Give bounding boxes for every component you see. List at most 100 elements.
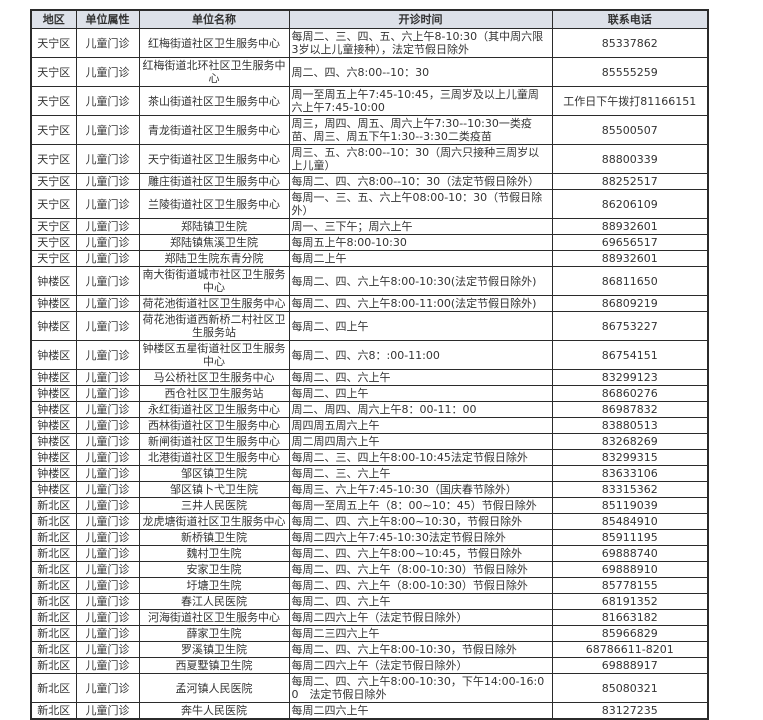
cell-district: 钟楼区 (30, 295, 77, 312)
cell-district: 钟楼区 (30, 311, 77, 341)
cell-unit-name: 郑陆镇焦溪卫生院 (138, 234, 290, 251)
cell-phone: 工作日下午拨打81166151 (551, 86, 709, 116)
cell-hours: 每周二、四、六上午8:00-10:30，节假日除外 (288, 641, 553, 658)
cell-hours: 周三，周四、周五、周六上午7:30--10:30一类疫苗、周三、周五下午1:30… (288, 115, 553, 145)
cell-phone: 88800339 (551, 144, 709, 174)
cell-phone: 68191352 (551, 593, 709, 610)
cell-category: 儿童门诊 (75, 234, 140, 251)
cell-district: 新北区 (30, 497, 77, 514)
cell-phone: 69888910 (551, 561, 709, 578)
cell-district: 钟楼区 (30, 401, 77, 418)
cell-category: 儿童门诊 (75, 465, 140, 482)
cell-unit-name: 邹区镇卜弋卫生院 (138, 481, 290, 498)
cell-unit-name: 新桥镇卫生院 (138, 529, 290, 546)
cell-district: 钟楼区 (30, 266, 77, 296)
clinic-schedule-table-wrap: 地区 单位属性 单位名称 开诊时间 联系电话 天宁区 儿童门诊 红梅街道社区卫生服务… (30, 9, 709, 720)
cell-hours: 每周二四六上午（法定节假日除外） (288, 657, 553, 674)
cell-category: 儿童门诊 (75, 250, 140, 267)
cell-phone: 88932601 (551, 250, 709, 267)
cell-category: 儿童门诊 (75, 295, 140, 312)
table-row: 钟楼区 儿童门诊 北港街道社区卫生服务中心 每周二、三、四上午8:00-10:45法定… (30, 449, 709, 466)
cell-phone: 69888917 (551, 657, 709, 674)
cell-category: 儿童门诊 (75, 529, 140, 546)
cell-phone: 85911195 (551, 529, 709, 546)
cell-unit-name: 三井人民医院 (138, 497, 290, 514)
cell-category: 儿童门诊 (75, 433, 140, 450)
cell-phone: 69656517 (551, 234, 709, 251)
cell-unit-name: 南大街街道城市社区卫生服务中心 (138, 266, 290, 296)
table-row: 钟楼区 儿童门诊 新闸街道社区卫生服务中心 周二周四周六上午 83268269 (30, 433, 709, 450)
header-district: 地区 (30, 9, 77, 29)
cell-district: 钟楼区 (30, 481, 77, 498)
cell-hours: 周一至周五上午7:45-10:45，三周岁及以上儿童周六上午7:45-10:00 (288, 86, 553, 116)
cell-hours: 每周二、四、六上午 (288, 593, 553, 610)
cell-category: 儿童门诊 (75, 340, 140, 370)
cell-phone: 81663182 (551, 609, 709, 626)
cell-hours: 周四周五周六上午 (288, 417, 553, 434)
cell-district: 天宁区 (30, 234, 77, 251)
cell-hours: 周二、周四、周六上午8：00-11：00 (288, 401, 553, 418)
cell-unit-name: 兰陵街道社区卫生服务中心 (138, 189, 290, 219)
cell-phone: 85778155 (551, 577, 709, 594)
table-row: 天宁区 儿童门诊 雕庄街道社区卫生服务中心 每周二、四、六8:00--10：30（法定… (30, 173, 709, 190)
cell-category: 儿童门诊 (75, 144, 140, 174)
table-row: 新北区 儿童门诊 圩塘卫生院 每周二、四、六上午（8:00-10:30）节假日除外 85… (30, 577, 709, 594)
cell-unit-name: 龙虎塘街道社区卫生服务中心 (138, 513, 290, 530)
cell-hours: 每周二、四、六上午8:00-10:30，下午14:00-16:00 法定节假日除… (288, 673, 553, 703)
table-row: 天宁区 儿童门诊 郑陆卫生院东青分院 每周二上午 88932601 (30, 250, 709, 267)
cell-phone: 86811650 (551, 266, 709, 296)
cell-district: 新北区 (30, 702, 77, 720)
cell-unit-name: 西仓社区卫生服务站 (138, 385, 290, 402)
cell-category: 儿童门诊 (75, 385, 140, 402)
cell-unit-name: 罗溪镇卫生院 (138, 641, 290, 658)
cell-phone: 85500507 (551, 115, 709, 145)
cell-unit-name: 马公桥社区卫生服务中心 (138, 369, 290, 386)
cell-hours: 每周二、四、六上午8:00-11:00(法定节假日除外) (288, 295, 553, 312)
cell-district: 钟楼区 (30, 449, 77, 466)
cell-district: 钟楼区 (30, 369, 77, 386)
cell-category: 儿童门诊 (75, 609, 140, 626)
table-row: 钟楼区 儿童门诊 西林街道社区卫生服务中心 周四周五周六上午 83880513 (30, 417, 709, 434)
cell-hours: 每周二、四、六上午 (288, 369, 553, 386)
cell-unit-name: 天宁街道社区卫生服务中心 (138, 144, 290, 174)
cell-phone: 85555259 (551, 57, 709, 87)
cell-district: 新北区 (30, 577, 77, 594)
cell-hours: 每周三、六上午7:45-10:30（国庆春节除外） (288, 481, 553, 498)
cell-district: 天宁区 (30, 86, 77, 116)
cell-hours: 每周二四六上午 (288, 702, 553, 720)
table-row: 钟楼区 儿童门诊 邹区镇卜弋卫生院 每周三、六上午7:45-10:30（国庆春节除外）… (30, 481, 709, 498)
cell-category: 儿童门诊 (75, 173, 140, 190)
table-row: 天宁区 儿童门诊 郑陆镇卫生院 周一、三下午；周六上午 88932601 (30, 218, 709, 235)
cell-unit-name: 郑陆卫生院东青分院 (138, 250, 290, 267)
cell-unit-name: 永红街道社区卫生服务中心 (138, 401, 290, 418)
cell-district: 新北区 (30, 545, 77, 562)
table-row: 钟楼区 儿童门诊 南大街街道城市社区卫生服务中心 每周二、四、六上午8:00-10:3… (30, 266, 709, 296)
cell-category: 儿童门诊 (75, 218, 140, 235)
table-row: 钟楼区 儿童门诊 邹区镇卫生院 每周二、三、六上午 83633106 (30, 465, 709, 482)
cell-category: 儿童门诊 (75, 401, 140, 418)
table-row: 钟楼区 儿童门诊 荷花池街道社区卫生服务中心 每周二、四、六上午8:00-11:00(… (30, 295, 709, 312)
cell-unit-name: 红梅街道社区卫生服务中心 (138, 28, 290, 58)
cell-phone: 69888740 (551, 545, 709, 562)
table-row: 新北区 儿童门诊 河海街道社区卫生服务中心 每周二四六上午（法定节假日除外） 81663… (30, 609, 709, 626)
cell-district: 天宁区 (30, 57, 77, 87)
cell-hours: 每周二、四、六上午8:00~10:45，节假日除外 (288, 545, 553, 562)
cell-hours: 每周二、四上午 (288, 385, 553, 402)
table-row: 钟楼区 儿童门诊 荷花池街道西新桥二村社区卫生服务站 每周二、四上午 86753227 (30, 311, 709, 341)
cell-phone: 86754151 (551, 340, 709, 370)
table-row: 钟楼区 儿童门诊 钟楼区五星街道社区卫生服务中心 每周二、四、六8：:00-11:00… (30, 340, 709, 370)
cell-district: 天宁区 (30, 250, 77, 267)
cell-district: 天宁区 (30, 218, 77, 235)
cell-category: 儿童门诊 (75, 28, 140, 58)
table-row: 新北区 儿童门诊 新桥镇卫生院 每周二四六上午7:45-10:30法定节假日除外 859… (30, 529, 709, 546)
cell-district: 新北区 (30, 673, 77, 703)
table-row: 钟楼区 儿童门诊 西仓社区卫生服务站 每周二、四上午 86860276 (30, 385, 709, 402)
table-row: 天宁区 儿童门诊 兰陵街道社区卫生服务中心 每周一、三、五、六上午08:00-10：3… (30, 189, 709, 219)
cell-phone: 86809219 (551, 295, 709, 312)
cell-hours: 每周二、四、六上午8:00~10:30，节假日除外 (288, 513, 553, 530)
table-row: 天宁区 儿童门诊 红梅街道社区卫生服务中心 每周二、三、四、五、六上午8-10:30（… (30, 28, 709, 58)
cell-unit-name: 茶山街道社区卫生服务中心 (138, 86, 290, 116)
cell-district: 钟楼区 (30, 433, 77, 450)
cell-district: 新北区 (30, 657, 77, 674)
header-phone: 联系电话 (551, 9, 709, 29)
